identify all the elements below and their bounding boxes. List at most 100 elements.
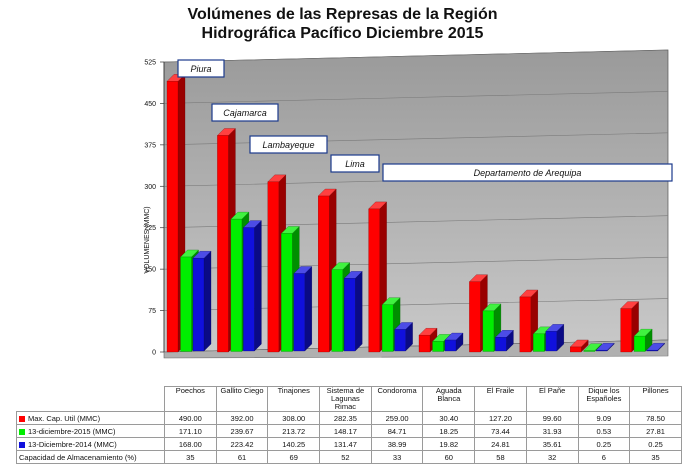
- bar-front: [533, 333, 545, 352]
- category-label: Tinajones: [267, 386, 321, 412]
- capacity-row-label: Capacidad de Almacenamiento (%): [16, 450, 165, 464]
- bar-2-3: [343, 271, 363, 352]
- data-label: 31.93: [525, 424, 579, 438]
- capacity-value: 33: [370, 450, 424, 464]
- data-label: 392.00: [215, 411, 269, 425]
- bar-front: [596, 350, 608, 352]
- bar-2-0: [192, 250, 212, 352]
- data-label: 171.10: [164, 424, 217, 438]
- y-tick-label: 300: [144, 184, 156, 191]
- category-label: El Pañe: [525, 386, 579, 412]
- region-labels: Piura Cajamarca Lambayeque Lima Departamento…: [177, 59, 673, 182]
- bar-2-7: [545, 323, 565, 352]
- bar-front: [545, 331, 557, 352]
- bar-front: [633, 335, 646, 352]
- chart-title-line-2: Hidrográfica Pacífico Diciembre 2015: [201, 25, 484, 42]
- bar-side: [355, 271, 363, 352]
- capacity-value: 60: [422, 450, 476, 464]
- bar-front: [519, 296, 531, 353]
- bar-front: [331, 269, 343, 352]
- category-label: Sistema de Lagunas Rimac: [319, 386, 372, 412]
- y-tick-label: 525: [144, 60, 156, 67]
- bar-front: [368, 208, 380, 353]
- bar-2-8: [595, 342, 615, 352]
- region-label-text: Departamento de Arequipa: [474, 168, 582, 178]
- category-label: Gallito Ciego: [215, 386, 269, 412]
- bar-front: [217, 135, 229, 353]
- y-tick-label: 450: [144, 101, 156, 108]
- y-tick-label: 375: [144, 142, 156, 149]
- data-label: 78.50: [629, 411, 682, 425]
- bar-front: [418, 335, 431, 353]
- legend-entry: Max. Cap. Util (MMC): [16, 411, 165, 425]
- legend-entry: 13-Diciembre-2014 (MMC): [16, 437, 165, 451]
- bar-front: [243, 227, 255, 352]
- bar-2-2: [293, 266, 313, 352]
- bar-front: [230, 218, 243, 352]
- data-table: Poechos Gallito Ciego Tinajones Sistema de …: [16, 386, 682, 464]
- bar-front: [180, 256, 192, 352]
- region-label-3: Lima: [330, 154, 380, 173]
- category-label: El Fraile: [474, 386, 527, 412]
- bar-2-6: [495, 329, 514, 352]
- bar-0-8: [569, 339, 589, 353]
- data-label: 99.60: [525, 411, 579, 425]
- capacity-value: 35: [629, 450, 682, 464]
- bar-front: [570, 346, 582, 353]
- bar-front: [432, 341, 444, 352]
- data-label: 239.67: [215, 424, 269, 438]
- data-label: 0.53: [577, 424, 631, 438]
- capacity-value: 61: [215, 450, 269, 464]
- bar-front: [166, 81, 179, 353]
- region-label-0: Piura: [177, 59, 225, 78]
- data-label: 18.25: [422, 424, 476, 438]
- capacity-value: 6: [577, 450, 631, 464]
- data-label: 213.72: [267, 424, 321, 438]
- category-label: Dique los Españoles: [577, 386, 631, 412]
- region-label-box: [330, 154, 380, 173]
- table-header-row: Poechos Gallito Ciego Tinajones Sistema de …: [17, 386, 682, 412]
- data-label: 0.25: [629, 437, 682, 451]
- category-label: Aguada Blanca: [422, 386, 476, 412]
- legend-swatch: [19, 441, 25, 448]
- capacity-value: 52: [319, 450, 372, 464]
- bar-front: [381, 304, 394, 352]
- category-label: Pillones: [629, 386, 682, 412]
- data-label: 19.82: [422, 437, 476, 451]
- data-label: 0.25: [577, 437, 631, 451]
- legend-entry: 13-diciembre-2015 (MMC): [16, 424, 165, 438]
- capacity-value: 35: [164, 450, 217, 464]
- legend-swatch: [19, 428, 25, 435]
- bar-side: [304, 266, 312, 352]
- legend-label: Max. Cap. Util (MMC): [28, 413, 101, 423]
- bar-side: [203, 250, 212, 352]
- chart-plot: 0 75 150 225 300 375 450 525 VOLUMENES (MMC) Pi…: [144, 49, 673, 359]
- bar-front: [495, 337, 507, 352]
- data-label: 127.20: [474, 411, 527, 425]
- region-label-text: Cajamarca: [223, 108, 267, 118]
- bar-front: [469, 281, 481, 353]
- category-label: Poechos: [164, 386, 217, 412]
- data-label: 131.47: [319, 437, 372, 451]
- y-axis-ticks: 0 75 150 225 300 375 450 525: [144, 60, 165, 357]
- data-label: 282.35: [319, 411, 372, 425]
- region-label-box: [382, 163, 673, 182]
- y-tick-label: 150: [144, 267, 156, 274]
- region-label-box: [249, 135, 328, 154]
- data-label: 27.81: [629, 424, 682, 438]
- y-axis-label: VOLUMENES (MMC): [144, 206, 151, 273]
- table-row: 13-diciembre-2015 (MMC) 171.10 239.67 213.7…: [16, 424, 682, 438]
- bar-front: [267, 181, 279, 353]
- category-label: Condoroma: [370, 386, 424, 412]
- bar-2-4: [394, 322, 413, 352]
- data-label: 35.61: [525, 437, 579, 451]
- chart-title-line-1: Volúmenes de las Represas de la Región: [187, 6, 498, 23]
- legend-label: 13-diciembre-2015 (MMC): [28, 426, 116, 436]
- gridline: [163, 91, 669, 104]
- region-label-text: Lambayeque: [262, 140, 314, 150]
- capacity-value: 69: [267, 450, 321, 464]
- bar-front: [344, 278, 356, 352]
- capacity-row: Capacidad de Almacenamiento (%) 35 61 69 52 3…: [16, 450, 682, 464]
- data-label: 38.99: [370, 437, 424, 451]
- bar-front: [293, 273, 305, 352]
